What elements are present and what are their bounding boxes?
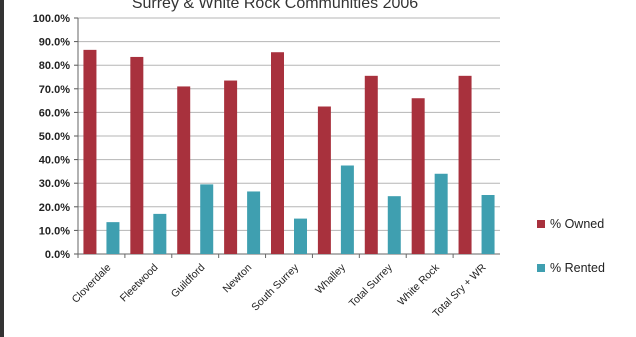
bar-owned (177, 86, 191, 254)
y-tick-label: 40.0% (39, 155, 70, 167)
y-tick-label: 70.0% (39, 84, 70, 96)
bars (83, 49, 495, 255)
y-tick-label: 30.0% (39, 178, 70, 190)
bar-rented (200, 184, 214, 254)
y-tick-label: 10.0% (39, 225, 70, 237)
bar-owned (271, 52, 284, 254)
bar-owned (83, 49, 97, 254)
axes (0, 0, 500, 337)
y-tick-label: 20.0% (39, 202, 70, 214)
bar-rented (247, 191, 261, 254)
y-tick-label: 80.0% (39, 60, 70, 72)
y-tick-label: 50.0% (39, 131, 70, 143)
legend: % Owned % Rented (537, 217, 605, 275)
bar-owned (411, 98, 425, 255)
x-category-label: Newton (221, 262, 255, 296)
x-category-label: Whalley (313, 261, 348, 296)
left-frame-edge (0, 0, 4, 337)
bar-owned (224, 80, 238, 254)
legend-label: % Rented (550, 261, 605, 275)
bar-rented (106, 222, 120, 254)
x-category-label: Total Surrey (347, 261, 396, 310)
y-tick-label: 100.0% (33, 13, 71, 25)
bar-owned (364, 75, 378, 254)
y-tick-label: 60.0% (39, 107, 70, 119)
bar-rented (340, 165, 354, 254)
chart-title: Surrey & White Rock Communities 2006 (132, 0, 418, 12)
gridlines (78, 17, 500, 255)
bar-owned (458, 75, 472, 254)
bar-owned (317, 106, 331, 254)
bar-rented (481, 195, 495, 254)
legend-swatch (537, 220, 545, 228)
legend-swatch (537, 264, 545, 272)
x-category-label: Guildford (169, 262, 208, 301)
x-category-label: White Rock (395, 261, 442, 308)
bar-rented (153, 213, 167, 254)
bar-owned (130, 56, 144, 254)
bar-rented (387, 196, 401, 254)
y-tick-label: 0.0% (45, 249, 70, 261)
x-category-label: South Surrey (249, 261, 301, 313)
x-category-label: Cloverdale (70, 262, 114, 306)
legend-label: % Owned (550, 217, 604, 231)
y-tick-label: 90.0% (39, 37, 70, 49)
bar-rented (294, 218, 307, 254)
x-category-label: Fleetwood (118, 262, 161, 305)
bar-rented (434, 173, 448, 254)
